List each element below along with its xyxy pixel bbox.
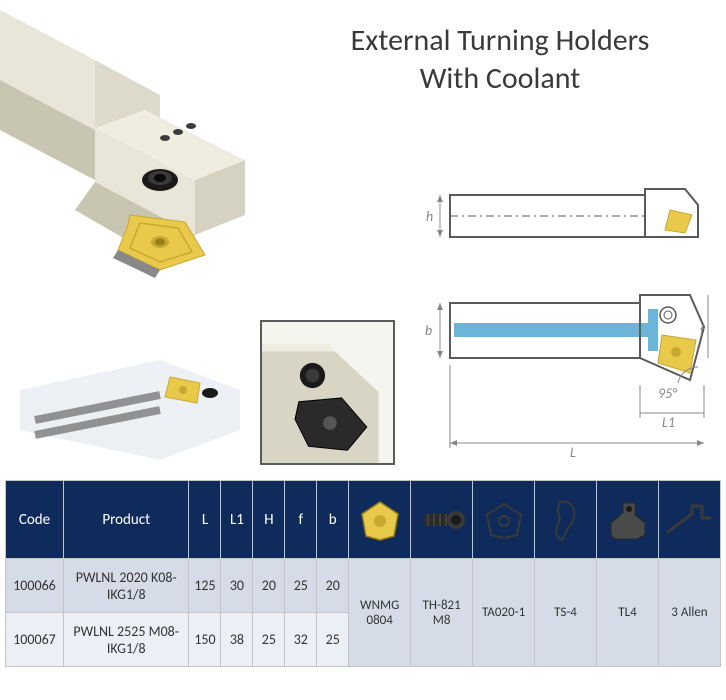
dim-angle: 95° bbox=[658, 385, 678, 402]
th-f: f bbox=[285, 481, 317, 559]
hero-tool-render bbox=[0, 10, 300, 290]
cell-insert: WNMG 0804 bbox=[349, 559, 411, 667]
cell-f: 25 bbox=[285, 559, 317, 613]
th-wrench-icon bbox=[658, 481, 720, 559]
cell-screw: TH-821 M8 bbox=[411, 559, 473, 667]
title-line-2: With Coolant bbox=[420, 60, 581, 97]
cell-f: 32 bbox=[285, 613, 317, 667]
th-clamp-icon bbox=[596, 481, 658, 559]
cell-clamp: TL4 bbox=[596, 559, 658, 667]
th-insert-icon bbox=[349, 481, 411, 559]
cell-L: 125 bbox=[189, 559, 221, 613]
inset-closeup bbox=[260, 320, 395, 465]
cell-L1: 30 bbox=[221, 559, 253, 613]
page-title: External Turning Holders With Coolant bbox=[300, 22, 700, 97]
cell-H: 25 bbox=[253, 613, 285, 667]
dim-b: b bbox=[425, 322, 432, 339]
cell-lever: TS-4 bbox=[535, 559, 597, 667]
header-row: Code Product L L1 H f b bbox=[6, 481, 721, 559]
cell-wrench: 3 Allen bbox=[658, 559, 720, 667]
cell-L: 150 bbox=[189, 613, 221, 667]
side-view-diagram: h bbox=[420, 175, 710, 260]
th-H: H bbox=[253, 481, 285, 559]
th-code: Code bbox=[6, 481, 64, 559]
th-product: Product bbox=[63, 481, 189, 559]
cell-H: 20 bbox=[253, 559, 285, 613]
cell-b: 25 bbox=[317, 613, 349, 667]
title-line-1: External Turning Holders bbox=[351, 22, 650, 59]
dim-f: f bbox=[700, 322, 705, 339]
top-view-diagram: b f 95° L1 L bbox=[420, 285, 710, 465]
cell-product: PWLNL 2525 M08-IKG1/8 bbox=[63, 613, 189, 667]
th-L: L bbox=[189, 481, 221, 559]
cell-code: 100067 bbox=[6, 613, 64, 667]
dim-l1: L1 bbox=[662, 414, 675, 431]
th-b: b bbox=[317, 481, 349, 559]
cell-product: PWLNL 2020 K08-IKG1/8 bbox=[63, 559, 189, 613]
spec-table: Code Product L L1 H f b bbox=[5, 480, 721, 667]
cutaway-render bbox=[15, 335, 245, 465]
cell-b: 20 bbox=[317, 559, 349, 613]
cell-shim: TA020-1 bbox=[473, 559, 535, 667]
th-lever-icon bbox=[535, 481, 597, 559]
th-screw-icon bbox=[411, 481, 473, 559]
table-row: 100066 PWLNL 2020 K08-IKG1/8 125 30 20 2… bbox=[6, 559, 721, 613]
dim-h: h bbox=[426, 208, 433, 225]
cell-code: 100066 bbox=[6, 559, 64, 613]
th-shim-icon bbox=[473, 481, 535, 559]
dim-L: L bbox=[570, 444, 576, 461]
th-L1: L1 bbox=[221, 481, 253, 559]
cell-L1: 38 bbox=[221, 613, 253, 667]
